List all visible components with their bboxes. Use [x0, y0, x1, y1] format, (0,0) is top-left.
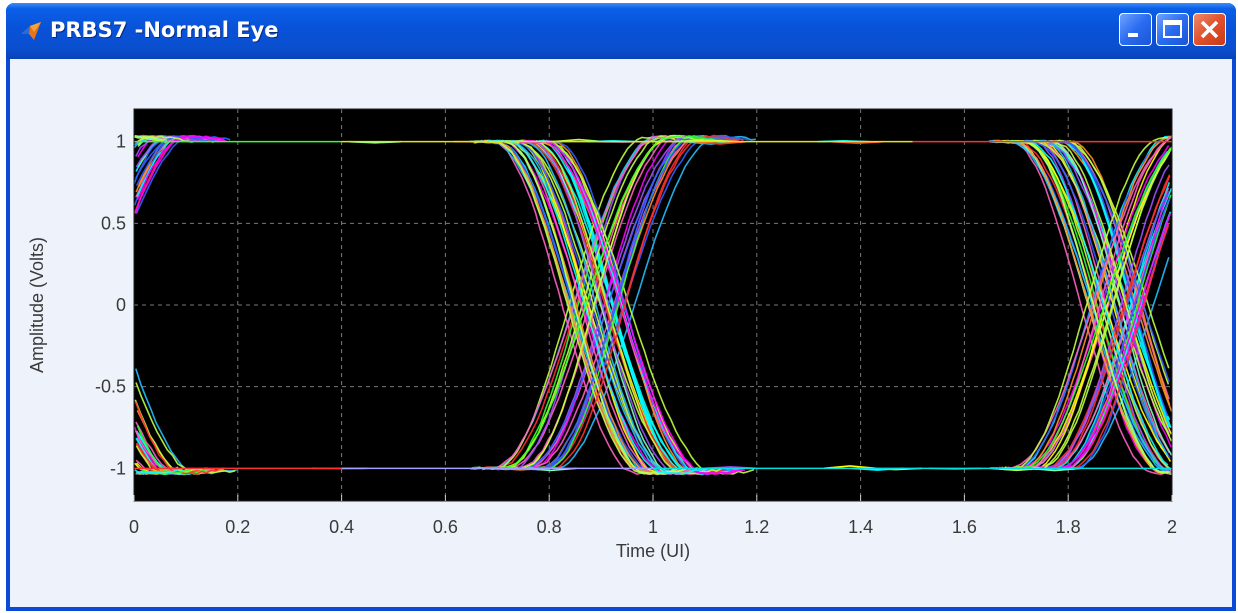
- eye-trace: [136, 134, 224, 201]
- eye-trace: [519, 139, 743, 476]
- eye-trace: [470, 135, 698, 470]
- y-tick-label: 0.5: [101, 213, 126, 233]
- eye-trace: [1006, 140, 1169, 466]
- eye-trace: [531, 135, 740, 470]
- eye-trace: [523, 140, 746, 476]
- window-title: PRBS7 -Normal Eye: [50, 18, 279, 42]
- eye-trace: [525, 134, 732, 470]
- x-tick-label: 0.2: [225, 517, 250, 537]
- eye-trace: [1028, 467, 1081, 472]
- matlab-icon: [21, 22, 41, 40]
- eye-trace: [134, 468, 184, 475]
- minimize-icon: [1128, 33, 1138, 37]
- x-tick-label: 0.8: [537, 517, 562, 537]
- figure-client-area: 0 0.2 0.4 0.6 0.8 1 1.2 1.4 1.6 1.8 2 1 0.5 0 -0.5 -1 T…: [10, 59, 1232, 607]
- level-lines: [133, 108, 1173, 502]
- eye-trace: [134, 401, 221, 475]
- maximize-button[interactable]: [1156, 13, 1189, 46]
- title-bar[interactable]: PRBS7 -Normal Eye: [6, 3, 1236, 59]
- eye-trace: [989, 137, 1171, 471]
- eye-trace: [823, 465, 877, 470]
- eye-trace: [993, 139, 1171, 476]
- eye-trace: [487, 139, 703, 475]
- eye-trace: [1001, 146, 1173, 471]
- eye-traces: [133, 134, 1173, 476]
- eye-trace: [1032, 139, 1171, 437]
- y-tick-label: 1: [116, 132, 126, 152]
- x-axis-label: Time (UI): [616, 541, 690, 561]
- x-tick-label: 0.4: [329, 517, 354, 537]
- eye-trace: [1012, 139, 1171, 459]
- maximize-icon: [1163, 20, 1182, 38]
- eye-trace: [481, 135, 711, 471]
- x-tick-label: 1.6: [952, 517, 977, 537]
- figure-window: PRBS7 -Normal Eye 0 0.2 0.4 0.6 0.8 1 1.2 1: [6, 3, 1236, 611]
- x-tick-label: 2: [1167, 517, 1177, 537]
- eye-trace: [500, 134, 709, 470]
- eye-diagram-chart: 0 0.2 0.4 0.6 0.8 1 1.2 1.4 1.6 1.8 2 1 0.5 0 -0.5 -1 T…: [27, 108, 1177, 561]
- eye-trace: [134, 135, 168, 142]
- x-tick-label: 1.4: [848, 517, 873, 537]
- x-tick-label: 0: [129, 517, 139, 537]
- y-axis-label: Amplitude (Volts): [27, 237, 47, 373]
- y-tick-label: 0: [116, 295, 126, 315]
- close-button[interactable]: [1193, 13, 1226, 46]
- y-tick-label: -0.5: [95, 377, 126, 397]
- x-tick-label: 1.2: [744, 517, 769, 537]
- x-tick-label: 0.6: [433, 517, 458, 537]
- close-icon: [1200, 20, 1219, 39]
- y-tick-label: -1: [110, 458, 126, 478]
- eye-trace: [136, 135, 189, 143]
- minimize-button[interactable]: [1119, 13, 1152, 46]
- axis-ticks: 0 0.2 0.4 0.6 0.8 1 1.2 1.4 1.6 1.8 2 1 0.5 0 -0.5 -1: [95, 132, 1177, 537]
- x-tick-label: 1.8: [1056, 517, 1081, 537]
- x-tick-label: 1: [648, 517, 658, 537]
- eye-trace: [1003, 139, 1168, 474]
- eye-trace: [992, 137, 1168, 470]
- eye-trace: [474, 135, 686, 471]
- eye-trace: [484, 139, 686, 475]
